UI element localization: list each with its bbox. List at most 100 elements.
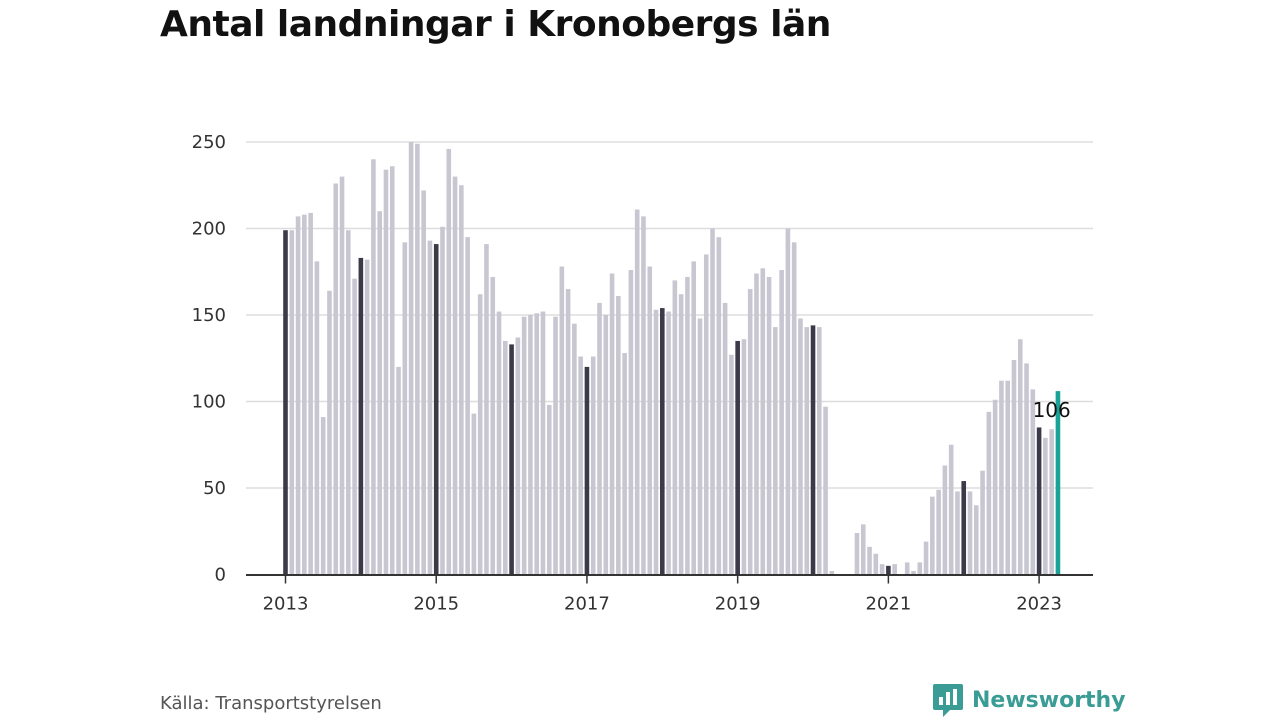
bar	[477, 294, 483, 575]
bar	[974, 505, 979, 575]
x-tick-label: 2023	[1016, 594, 1062, 615]
bar	[810, 325, 816, 575]
bar	[377, 211, 382, 575]
bar	[622, 353, 627, 575]
bar	[961, 481, 967, 575]
bar	[980, 470, 985, 575]
bar	[1017, 339, 1023, 575]
bar	[1055, 391, 1061, 575]
bar	[490, 276, 496, 575]
bar	[528, 315, 533, 575]
bar	[754, 273, 759, 575]
bar	[446, 148, 452, 575]
x-tick-label: 2015	[413, 594, 459, 615]
bar	[1011, 359, 1017, 575]
bar	[289, 230, 295, 575]
bar	[389, 166, 395, 575]
bar	[609, 273, 615, 575]
bar	[597, 302, 602, 575]
y-axis: 0 50 100 150 200 250	[192, 132, 226, 586]
bar	[930, 496, 935, 575]
bar	[471, 413, 477, 575]
bar	[791, 242, 797, 575]
bar	[936, 489, 941, 575]
bar	[509, 344, 514, 575]
newsworthy-logo-icon	[933, 684, 963, 717]
bar	[628, 270, 634, 575]
bar	[641, 216, 646, 575]
bar	[503, 340, 508, 575]
bar	[302, 214, 307, 575]
bar	[879, 564, 885, 575]
bar	[854, 532, 860, 575]
bar	[459, 185, 464, 575]
bar	[433, 244, 439, 575]
bar	[572, 323, 577, 575]
bar	[735, 340, 740, 575]
bar	[565, 289, 571, 575]
bar	[1024, 363, 1029, 575]
bar	[534, 313, 539, 575]
bar	[817, 327, 822, 575]
source-note: Källa: Transportstyrelsen	[160, 693, 382, 714]
bar	[653, 309, 659, 575]
bar	[308, 212, 313, 575]
bar	[339, 176, 345, 575]
bar	[716, 237, 722, 575]
bar	[942, 465, 948, 575]
bar	[364, 259, 370, 575]
bar	[829, 571, 835, 575]
bar	[779, 270, 784, 575]
chart-title: Antal landningar i Kronobergs län	[160, 4, 831, 45]
bar	[427, 240, 433, 575]
bar	[873, 553, 879, 575]
bar	[452, 176, 458, 575]
bar	[371, 159, 376, 575]
bar	[986, 411, 992, 575]
bar	[766, 276, 772, 575]
bar	[823, 406, 828, 575]
bar	[634, 209, 640, 575]
bar	[358, 257, 364, 575]
bar	[546, 404, 552, 575]
bar	[892, 564, 897, 575]
bar	[886, 565, 891, 575]
brand-logo: Newsworthy	[932, 682, 1126, 718]
bar	[672, 280, 678, 575]
latest-value-label: 106	[1033, 398, 1071, 422]
bar	[691, 261, 696, 575]
bar	[697, 318, 703, 575]
brand-name: Newsworthy	[972, 687, 1126, 713]
bar	[408, 142, 414, 575]
bar	[283, 230, 288, 575]
bar	[999, 380, 1004, 575]
bar	[496, 311, 502, 575]
bar	[616, 295, 621, 575]
bar	[314, 261, 320, 575]
x-tick-label: 2021	[865, 594, 911, 615]
bar	[320, 417, 326, 575]
bar	[1049, 429, 1054, 575]
bar	[421, 190, 426, 575]
bar	[860, 524, 866, 575]
bars	[283, 142, 1061, 575]
y-tick-label: 200	[192, 219, 226, 240]
y-tick-label: 50	[203, 478, 226, 499]
bar	[773, 327, 778, 575]
bar	[295, 216, 301, 575]
bar	[992, 399, 998, 575]
bar	[559, 266, 565, 575]
bar	[383, 169, 389, 575]
bar	[917, 562, 923, 575]
bar	[396, 366, 401, 575]
bar	[955, 491, 960, 575]
bar	[465, 237, 470, 575]
x-tick-label: 2013	[263, 594, 309, 615]
x-axis: 2013 2015 2017 2019 2021 2023	[263, 575, 1062, 615]
bar	[967, 491, 973, 575]
bar	[333, 183, 339, 575]
bar	[402, 242, 408, 575]
y-tick-label: 0	[215, 565, 226, 586]
bar	[440, 226, 445, 575]
bar	[660, 308, 665, 575]
